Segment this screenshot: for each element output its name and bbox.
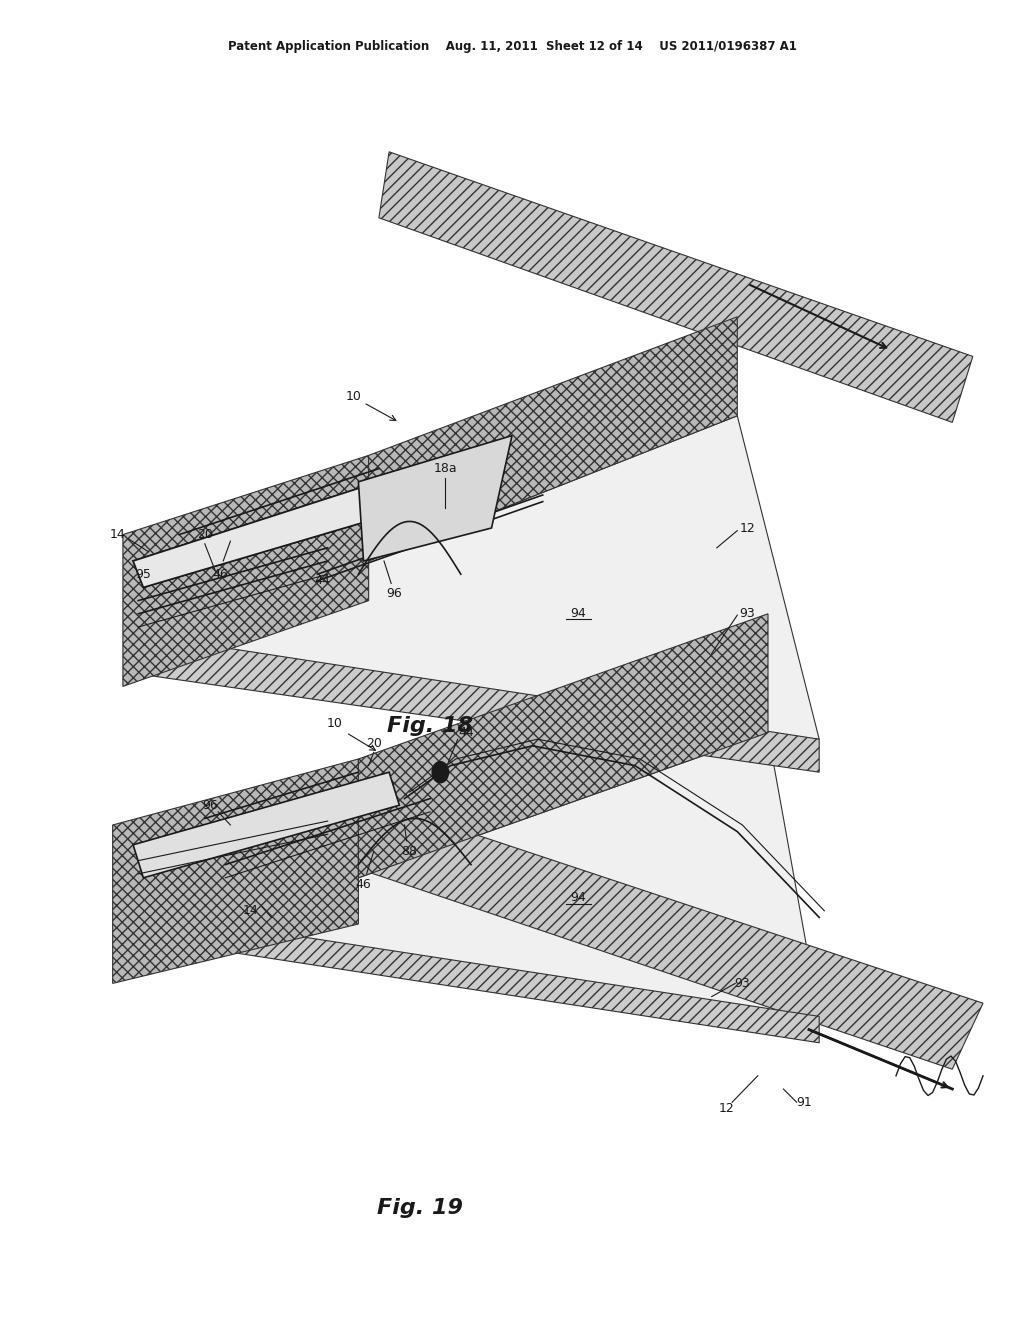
Circle shape	[432, 762, 449, 783]
Polygon shape	[133, 634, 819, 772]
Text: 96: 96	[202, 799, 218, 812]
Text: Patent Application Publication    Aug. 11, 2011  Sheet 12 of 14    US 2011/01963: Patent Application Publication Aug. 11, …	[227, 40, 797, 53]
Text: 88: 88	[401, 845, 418, 858]
Text: 44: 44	[458, 726, 474, 739]
Text: 10: 10	[345, 389, 361, 403]
Polygon shape	[379, 152, 973, 422]
Text: 44: 44	[314, 574, 331, 587]
Text: 46: 46	[355, 878, 372, 891]
Text: 12: 12	[739, 521, 756, 535]
Text: 91: 91	[796, 1096, 812, 1109]
Text: 14: 14	[110, 528, 126, 541]
Polygon shape	[133, 733, 819, 1016]
Polygon shape	[133, 772, 399, 878]
Text: 93: 93	[739, 607, 756, 620]
Polygon shape	[358, 436, 512, 561]
Polygon shape	[358, 614, 768, 878]
Polygon shape	[113, 759, 358, 983]
Polygon shape	[133, 416, 819, 739]
Polygon shape	[307, 785, 983, 1069]
Text: 46: 46	[212, 568, 228, 581]
Text: 18a: 18a	[433, 462, 458, 475]
Text: 14: 14	[243, 904, 259, 917]
Polygon shape	[123, 455, 369, 686]
Text: Fig. 19: Fig. 19	[377, 1197, 463, 1218]
Polygon shape	[133, 482, 389, 587]
Polygon shape	[133, 911, 819, 1043]
Text: 12: 12	[719, 1102, 735, 1115]
Text: 10: 10	[327, 717, 343, 730]
Text: 93: 93	[734, 977, 751, 990]
Text: 94: 94	[570, 607, 587, 620]
Text: Fig. 18: Fig. 18	[387, 715, 473, 737]
Text: 20: 20	[197, 528, 213, 541]
Polygon shape	[369, 317, 737, 561]
Text: 20: 20	[366, 737, 382, 750]
Text: 96: 96	[386, 587, 402, 601]
Text: 95: 95	[135, 568, 152, 581]
Text: 94: 94	[570, 891, 587, 904]
